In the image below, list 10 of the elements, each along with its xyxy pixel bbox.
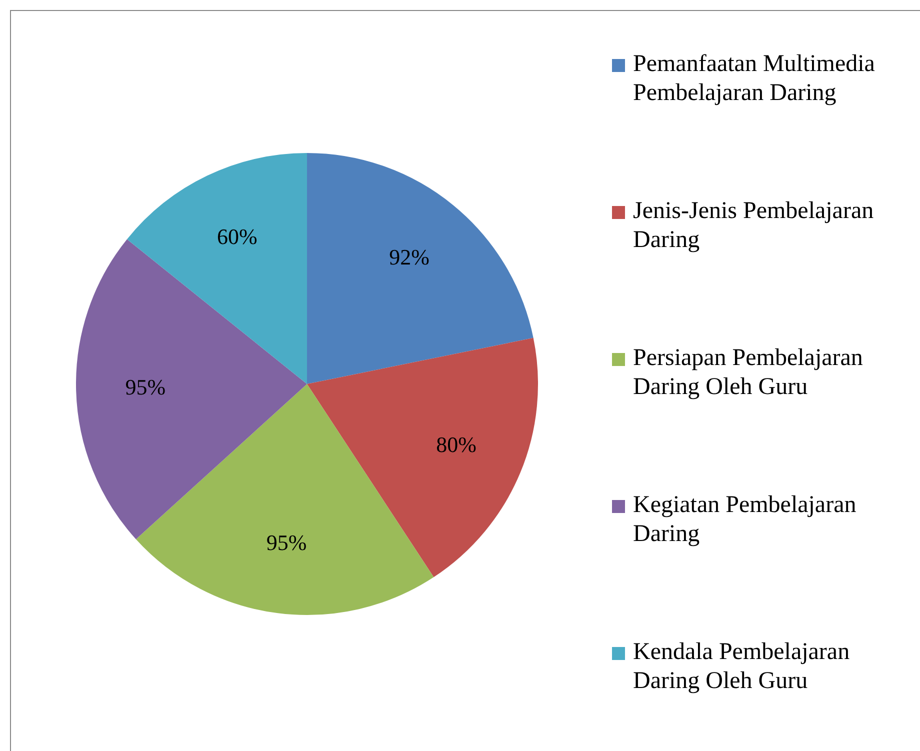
legend-label: Kendala Pembelajaran Daring Oleh Guru — [633, 638, 851, 696]
data-label: 95% — [125, 374, 166, 400]
data-label: 60% — [216, 224, 258, 249]
legend-label: Jenis-Jenis Pembelajaran Daring — [633, 197, 875, 255]
data-label: 80% — [436, 432, 476, 457]
legend-label: Persiapan Pembelajaran Daring Oleh Guru — [633, 344, 864, 402]
legend-label: Pemanfaatan Multimedia Pembelajaran Daring — [633, 50, 876, 108]
legend-label: Kegiatan Pembelajaran Daring — [633, 491, 858, 549]
data-label: 92% — [389, 244, 430, 270]
data-label: 95% — [266, 530, 307, 556]
